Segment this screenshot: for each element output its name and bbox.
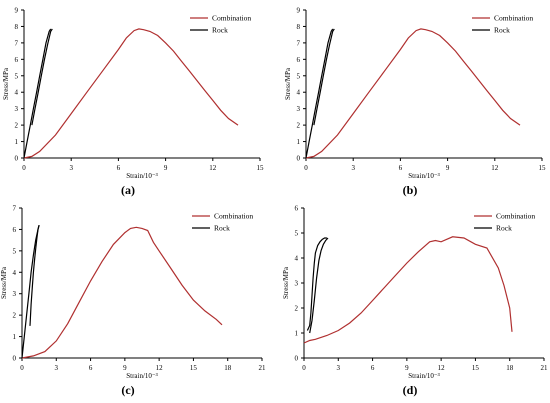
y-tick-label: 0 — [297, 155, 301, 163]
y-tick-label: 7 — [13, 205, 17, 213]
panel-label: (a) — [121, 183, 135, 197]
y-tick-label: 2 — [297, 122, 301, 130]
rock-series-line — [29, 224, 40, 326]
y-tick-label: 6 — [15, 56, 19, 64]
y-tick-label: 3 — [295, 280, 299, 288]
x-tick-label: 6 — [399, 164, 403, 172]
y-tick-label: 6 — [295, 205, 299, 213]
y-tick-label: 5 — [297, 72, 301, 80]
panel-a: 0 3 6 9 12 150123456789Strain/10⁻³Stress/MPaC… — [2, 7, 264, 198]
x-tick-label: 9 — [164, 164, 168, 172]
rock-series-line — [31, 28, 53, 126]
panel-label: (b) — [403, 183, 418, 197]
x-tick-label: 6 — [89, 364, 93, 372]
y-tick-label: 7 — [297, 39, 301, 47]
x-tick-label: 15 — [257, 164, 265, 172]
y-tick-label: 6 — [13, 226, 17, 234]
x-tick-label: 9 — [123, 364, 127, 372]
y-tick-label: 8 — [297, 23, 301, 31]
x-tick-label: 3 — [55, 364, 59, 372]
combination-series-line — [23, 28, 239, 159]
combination-series-line — [303, 236, 513, 344]
legend-label-rock: Rock — [496, 224, 512, 233]
x-tick-label: 12 — [209, 164, 217, 172]
y-tick-label: 0 — [295, 355, 299, 363]
y-tick-label: 1 — [13, 333, 17, 341]
x-axis-title: Strain/10⁻³ — [126, 372, 157, 380]
x-tick-label: 21 — [541, 364, 549, 372]
legend-label-rock: Rock — [494, 26, 510, 35]
y-tick-label: 2 — [13, 312, 17, 320]
y-tick-label: 4 — [295, 255, 299, 263]
y-tick-label: 2 — [15, 122, 19, 130]
y-tick-label: 2 — [295, 305, 299, 313]
legend-label-combination: Combination — [494, 14, 533, 23]
x-axis-title: Strain/10⁻³ — [408, 172, 439, 180]
x-tick-label: 18 — [506, 364, 514, 372]
panel-b: 0 3 6 9 12 150123456789Strain/10⁻³Stress/MPaC… — [284, 7, 546, 198]
x-tick-label: 0 — [20, 364, 24, 372]
legend-label-rock: Rock — [214, 224, 230, 233]
x-tick-label: 18 — [224, 364, 232, 372]
y-tick-label: 4 — [15, 89, 19, 97]
combination-series-line — [21, 226, 223, 359]
y-axis-title: Stress/MPa — [282, 266, 290, 299]
y-axis-title: Stress/MPa — [2, 67, 10, 100]
y-tick-label: 9 — [15, 7, 19, 15]
rock-series-line — [306, 237, 327, 331]
y-tick-label: 5 — [13, 247, 17, 255]
y-tick-label: 1 — [15, 138, 19, 146]
legend-label-combination: Combination — [214, 212, 253, 221]
panel-label: (d) — [403, 383, 418, 397]
x-tick-label: 9 — [446, 164, 450, 172]
x-tick-label: 0 — [22, 164, 26, 172]
legend-label-combination: Combination — [212, 14, 251, 23]
y-tick-label: 7 — [15, 39, 19, 47]
rock-series-line — [305, 28, 334, 159]
y-tick-label: 8 — [15, 23, 19, 31]
rock-series-line — [313, 28, 335, 126]
x-tick-label: 9 — [405, 364, 409, 372]
x-tick-label: 3 — [337, 364, 341, 372]
x-tick-label: 12 — [156, 364, 164, 372]
y-tick-label: 3 — [297, 105, 301, 113]
y-tick-label: 3 — [15, 105, 19, 113]
y-tick-label: 0 — [15, 155, 19, 163]
x-axis-title: Strain/10⁻³ — [126, 172, 157, 180]
y-tick-label: 4 — [13, 269, 17, 277]
y-tick-label: 9 — [297, 7, 301, 15]
y-axis-title: Stress/MPa — [0, 266, 8, 299]
y-tick-label: 6 — [297, 56, 301, 64]
x-tick-label: 15 — [472, 364, 480, 372]
combination-series-line — [305, 28, 521, 159]
x-tick-label: 0 — [304, 164, 308, 172]
y-tick-label: 0 — [13, 355, 17, 363]
x-tick-label: 6 — [371, 364, 375, 372]
y-tick-label: 4 — [297, 89, 301, 97]
y-tick-label: 5 — [15, 72, 19, 80]
x-tick-label: 15 — [190, 364, 198, 372]
y-tick-label: 3 — [13, 290, 17, 298]
panel-label: (c) — [121, 383, 134, 397]
panel-c: 0 3 6 9 12 15 18 2101234567Strain/10⁻³Stress/MP… — [0, 205, 266, 398]
y-tick-label: 1 — [297, 138, 301, 146]
x-axis-title: Strain/10⁻³ — [408, 372, 439, 380]
x-tick-label: 12 — [438, 364, 446, 372]
x-tick-label: 15 — [539, 164, 547, 172]
x-tick-label: 6 — [117, 164, 121, 172]
panel-d: 0 3 6 9 12 15 18 210123456Strain/10⁻³Stress/MPa… — [282, 205, 548, 398]
x-tick-label: 21 — [259, 364, 267, 372]
rock-series-line — [23, 28, 52, 159]
x-tick-label: 0 — [302, 364, 306, 372]
rock-series-line — [309, 237, 329, 334]
y-tick-label: 5 — [295, 230, 299, 238]
y-tick-label: 1 — [295, 330, 299, 338]
x-tick-label: 3 — [351, 164, 355, 172]
x-tick-label: 12 — [491, 164, 499, 172]
legend-label-combination: Combination — [496, 212, 535, 221]
x-tick-label: 3 — [69, 164, 73, 172]
y-axis-title: Stress/MPa — [284, 67, 292, 100]
legend-label-rock: Rock — [212, 26, 228, 35]
